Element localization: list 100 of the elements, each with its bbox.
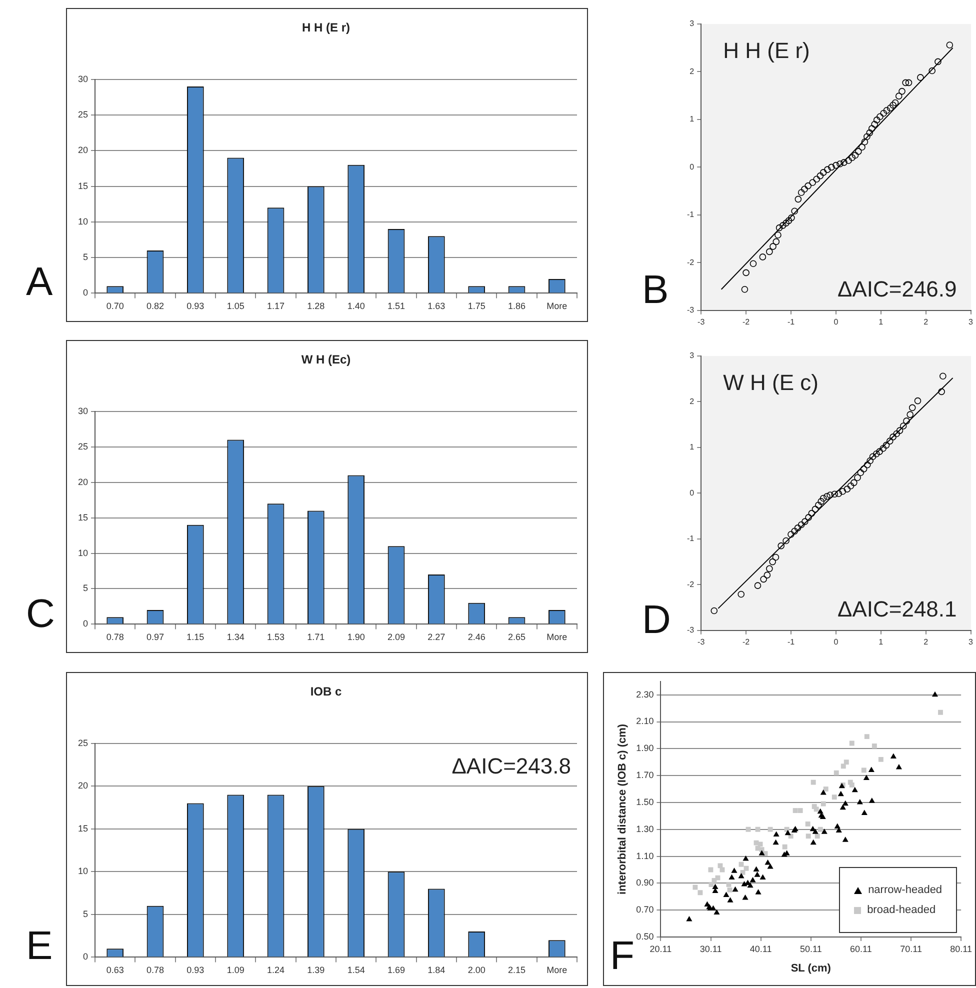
point	[917, 74, 924, 81]
point	[820, 790, 826, 795]
point	[732, 886, 738, 892]
y-tick-label: 1.30	[636, 824, 654, 834]
point	[847, 482, 854, 490]
point	[883, 107, 890, 114]
point	[816, 172, 824, 180]
point	[902, 79, 910, 86]
point	[755, 826, 760, 832]
y-tick-label: -2	[686, 580, 695, 589]
y-tick-label: 0.50	[636, 931, 654, 942]
point	[861, 768, 866, 773]
point	[698, 890, 703, 896]
point	[845, 157, 852, 164]
point	[802, 518, 808, 525]
y-tick-label: 0	[82, 288, 88, 298]
point	[871, 120, 878, 128]
point	[801, 186, 808, 193]
point	[852, 152, 859, 159]
point	[860, 466, 868, 472]
point	[810, 839, 816, 845]
text: C	[26, 592, 55, 636]
point	[806, 834, 811, 839]
chart-title: IOB c	[310, 684, 342, 699]
point	[857, 469, 864, 476]
x-tick-label: 0.97	[146, 632, 164, 642]
point	[753, 866, 760, 872]
point	[794, 524, 802, 532]
chart-title: W H (Ec)	[301, 352, 351, 367]
x-tick-label: 2.09	[387, 632, 406, 642]
point	[808, 510, 816, 517]
x-tick-label: 1.75	[468, 301, 486, 312]
point	[828, 164, 835, 171]
x-tick-label: 1	[878, 637, 884, 646]
point	[824, 166, 831, 173]
point	[840, 804, 846, 810]
point	[747, 882, 754, 888]
point	[712, 884, 718, 889]
point	[815, 502, 822, 508]
point	[782, 220, 790, 226]
y-tick-label: 0	[690, 162, 695, 172]
y-tick-label: -3	[686, 626, 695, 635]
x-tick-label: -3	[698, 637, 706, 646]
x-tick-label: 1.09	[226, 965, 244, 976]
x-tick-label: 1.84	[428, 965, 446, 976]
x-tick-label: -2	[742, 637, 750, 646]
point	[784, 830, 791, 836]
x-tick-label: 1.40	[347, 301, 365, 312]
point	[914, 397, 922, 404]
point	[872, 450, 880, 458]
point	[780, 222, 786, 229]
x-tick-label: More	[546, 301, 568, 312]
text: E	[26, 924, 53, 968]
point	[772, 839, 779, 845]
point	[760, 576, 767, 583]
point	[876, 448, 883, 455]
y-tick-label: 0	[690, 488, 695, 498]
x-tick-label: 3	[968, 637, 974, 646]
x-tick-label: -1	[787, 317, 796, 326]
point	[809, 179, 816, 186]
y-tick-label: 30	[78, 406, 88, 416]
x-tick-label: 1.86	[508, 301, 526, 312]
point	[854, 474, 861, 482]
x-tick-label: 70.11	[900, 944, 922, 954]
x-tick-label: -1	[787, 637, 796, 646]
x-tick-label: 20.11	[650, 944, 672, 954]
point	[728, 874, 735, 880]
point	[869, 453, 876, 460]
point	[840, 764, 846, 769]
y-tick-label: 10	[78, 866, 88, 876]
point	[848, 154, 856, 162]
x-tick-label: 0	[834, 637, 839, 646]
point	[788, 530, 794, 538]
point	[794, 196, 802, 203]
x-tick-label: More	[546, 965, 568, 976]
point	[791, 528, 798, 535]
point	[934, 58, 942, 66]
x-tick-label: -3	[698, 317, 706, 326]
y-tick-label: 30	[78, 74, 88, 84]
point	[868, 798, 875, 803]
point	[890, 753, 896, 758]
y-tick-label: -1	[686, 534, 695, 544]
point	[798, 189, 805, 196]
point	[768, 826, 773, 832]
x-tick-label: 1.71	[307, 632, 325, 642]
point	[858, 144, 866, 151]
y-tick-label: 20	[78, 145, 88, 156]
point	[863, 774, 870, 780]
y-tick-label: 0.90	[636, 878, 654, 888]
point	[820, 801, 826, 806]
point	[754, 582, 762, 589]
x-tick-label: 1	[878, 317, 884, 326]
point	[834, 770, 839, 776]
y-tick-label: 5	[82, 583, 88, 594]
point	[868, 766, 874, 772]
x-tick-label: 1.15	[186, 632, 204, 642]
point	[746, 826, 751, 832]
legend-label: narrow-headed	[868, 884, 942, 896]
point	[782, 844, 788, 850]
point	[849, 740, 854, 746]
